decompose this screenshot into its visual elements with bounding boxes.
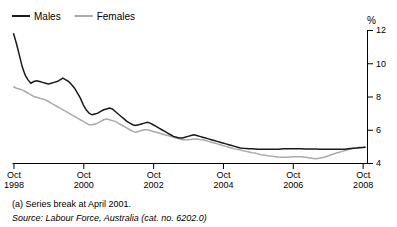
series-line (13, 33, 365, 149)
plot: Oct1998 Oct2000 Oct2002 Oct2004 Oct2006 Oct20… (4, 11, 386, 191)
lines (13, 33, 365, 159)
x-tick: Oct2008 (353, 163, 373, 190)
x-tick-mark (153, 163, 154, 169)
y-tick-mark (367, 63, 373, 64)
legend-item: Females (75, 11, 135, 22)
x-tick: Oct2004 (213, 163, 233, 190)
legend-item: Males (12, 11, 61, 22)
y-tick-mark (367, 97, 373, 98)
footnote: Source: Labour Force, Australia (cat. no… (12, 213, 207, 223)
legend-swatch (75, 15, 93, 17)
x-tick-label: Oct2000 (74, 170, 94, 190)
footnote: (a) Series break at April 2001. (12, 199, 131, 209)
x-tick-mark (13, 163, 14, 169)
x-axis-line (13, 163, 368, 164)
x-tick-mark (83, 163, 84, 169)
legend: Males Females (12, 11, 135, 22)
x-tick: Oct2006 (283, 163, 303, 190)
y-tick-mark (367, 130, 373, 131)
x-tick-mark (363, 163, 364, 169)
y-tick-label: 4 (376, 158, 381, 168)
legend-swatch (12, 15, 30, 17)
y-axis-label: % (367, 15, 376, 26)
legend-label: Females (97, 11, 135, 22)
y-tick-mark (367, 163, 373, 164)
x-tick-mark (293, 163, 294, 169)
y-tick: 6 (367, 125, 381, 135)
chart: Oct1998 Oct2000 Oct2002 Oct2004 Oct2006 Oct20… (0, 0, 397, 227)
y-tick: 8 (367, 92, 381, 102)
x-tick-label: Oct2006 (283, 170, 303, 190)
y-tick: 12 (367, 25, 386, 35)
y-tick-mark (367, 30, 373, 31)
series-line (13, 87, 365, 159)
x-tick-label: Oct2004 (213, 170, 233, 190)
legend-label: Males (34, 11, 61, 22)
x-axis: Oct1998 Oct2000 Oct2002 Oct2004 Oct2006 Oct20… (4, 163, 373, 190)
y-tick-label: 10 (376, 59, 386, 69)
x-tick-label: Oct2002 (144, 170, 164, 190)
y-tick-label: 6 (376, 125, 381, 135)
x-tick: Oct2000 (74, 163, 94, 190)
y-tick-label: 12 (376, 25, 386, 35)
x-tick-label: Oct1998 (4, 170, 24, 190)
y-axis: 4 6 8 10 12 (367, 25, 386, 168)
y-tick: 10 (367, 59, 386, 69)
x-tick-mark (223, 163, 224, 169)
x-tick-label: Oct2008 (353, 170, 373, 190)
y-tick: 4 (367, 158, 381, 168)
y-tick-label: 8 (376, 92, 381, 102)
x-tick: Oct2002 (144, 163, 164, 190)
x-tick: Oct1998 (4, 163, 24, 190)
